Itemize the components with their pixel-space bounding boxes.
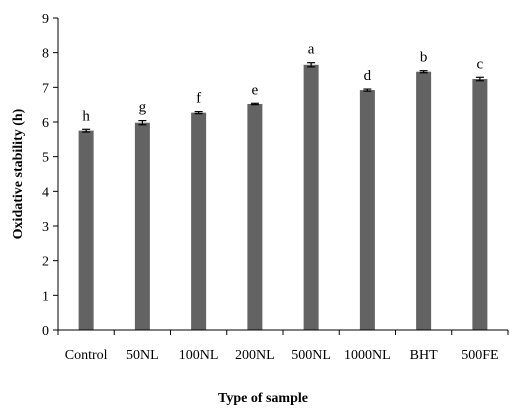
significance-letter: c xyxy=(477,56,484,72)
x-tick-label: 1000NL xyxy=(344,348,391,363)
significance-letter: d xyxy=(364,68,372,84)
x-axis-tick-labels: Control 50NL 100NL 200NL 500NL 1000NL BHT 500FE xyxy=(65,348,499,363)
y-tick-label: 3 xyxy=(42,220,49,235)
significance-letter: h xyxy=(82,108,90,124)
x-tick-label: 500FE xyxy=(461,348,498,363)
y-tick-label: 5 xyxy=(42,151,49,166)
x-axis-title: Type of sample xyxy=(218,391,308,406)
y-tick-label: 8 xyxy=(42,47,49,62)
x-tick-label: 100NL xyxy=(179,348,219,363)
bar-50NL xyxy=(134,122,150,331)
y-tick-label: 6 xyxy=(42,116,49,131)
y-tick-label: 9 xyxy=(42,12,49,27)
y-axis-ticks: 0 1 2 3 4 5 6 7 8 9 xyxy=(42,12,509,339)
bars xyxy=(78,64,488,331)
y-tick-label: 2 xyxy=(42,255,49,270)
y-tick-label: 0 xyxy=(42,324,49,339)
error-bar-500FE xyxy=(475,76,484,82)
y-tick-label: 1 xyxy=(42,289,49,304)
error-bar-1000NL xyxy=(363,88,372,92)
y-tick-label: 7 xyxy=(42,81,49,96)
bar-BHT xyxy=(416,71,432,330)
error-bars xyxy=(82,62,484,133)
significance-letter: f xyxy=(196,91,201,107)
bar-200NL xyxy=(247,103,263,331)
bar-Control xyxy=(78,130,94,330)
significance-letters: h g f e a d b c xyxy=(82,42,483,125)
significance-letter: g xyxy=(139,100,147,116)
error-bar-BHT xyxy=(419,70,428,74)
x-tick-label: 50NL xyxy=(126,348,159,363)
significance-letter: e xyxy=(252,82,259,98)
y-axis-title: Oxidative stability (h) xyxy=(11,108,26,239)
significance-letter: a xyxy=(308,42,315,58)
bar-1000NL xyxy=(359,90,375,331)
x-tick-label: 200NL xyxy=(235,348,275,363)
error-bar-50NL xyxy=(138,120,147,126)
error-bar-500NL xyxy=(307,62,316,68)
error-bar-200NL xyxy=(250,102,259,106)
bar-500FE xyxy=(472,79,488,330)
significance-letter: b xyxy=(420,50,428,66)
error-bar-100NL xyxy=(194,110,203,115)
bar-500NL xyxy=(303,64,319,331)
x-tick-label: 500NL xyxy=(291,348,331,363)
bar-100NL xyxy=(191,112,207,330)
error-bar-Control xyxy=(82,128,91,133)
x-tick-label: Control xyxy=(65,348,108,363)
x-tick-label: BHT xyxy=(410,348,438,363)
y-tick-label: 4 xyxy=(42,185,49,200)
